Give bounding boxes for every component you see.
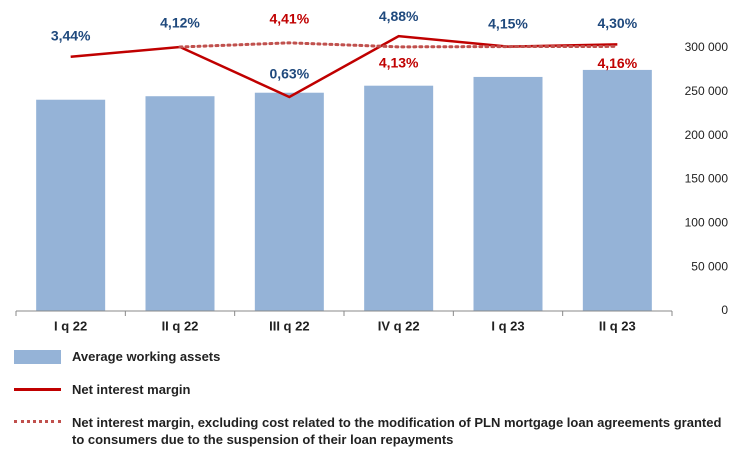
y2-tick-label: 50 000 [691,259,728,273]
bar [254,92,324,312]
legend-label: Net interest margin [72,382,191,397]
bar [145,96,215,311]
bar [36,99,106,312]
data-label: 4,13% [379,55,419,71]
bar [473,76,543,312]
legend-label: Average working assets [72,349,221,364]
line [70,34,618,99]
page: {"chart_data": {"type": "bar", "categori… [14,7,729,447]
y2-tick-label: 200 000 [685,128,729,142]
data-label: 4,16% [597,55,637,71]
x-tick-label: I q 23 [491,318,524,333]
legend-label: Net interest margin, excluding cost rela… [72,415,722,447]
legend-swatch [14,350,61,364]
data-label: 4,41% [269,11,309,27]
y2-tick-label: 0 [721,303,728,317]
data-label: 4,30% [597,15,637,31]
x-tick-label: III q 22 [269,318,309,333]
data-label: 0,63% [269,66,309,82]
x-tick-label: I q 22 [54,318,87,333]
legend-item: Net interest margin, excluding cost rela… [14,414,734,448]
legend-item: Average working assets [14,348,734,365]
x-tick-label: II q 23 [599,318,636,333]
legend-item: Net interest margin [14,381,734,398]
y2-tick-label: 250 000 [685,84,729,98]
data-label: 4,15% [488,15,528,31]
legend: Average working assets Net interest margi… [14,348,734,464]
y2-tick-label: 150 000 [685,172,729,186]
data-label: 4,12% [160,15,200,31]
bar [582,69,652,312]
legend-swatch [14,388,61,391]
data-label: 3,44% [51,27,91,43]
y2-tick-label: 300 000 [685,40,729,54]
legend-swatch [14,420,61,423]
y2-tick-label: 100 000 [685,216,729,230]
bar [364,85,434,312]
data-label: 4,88% [379,8,419,24]
chart: 0 50 000 100 000 150 000 200 000 250 000 300 0… [15,8,729,333]
line [178,41,619,49]
x-tick-label: II q 22 [162,318,199,333]
x-tick-label: IV q 22 [378,318,420,333]
